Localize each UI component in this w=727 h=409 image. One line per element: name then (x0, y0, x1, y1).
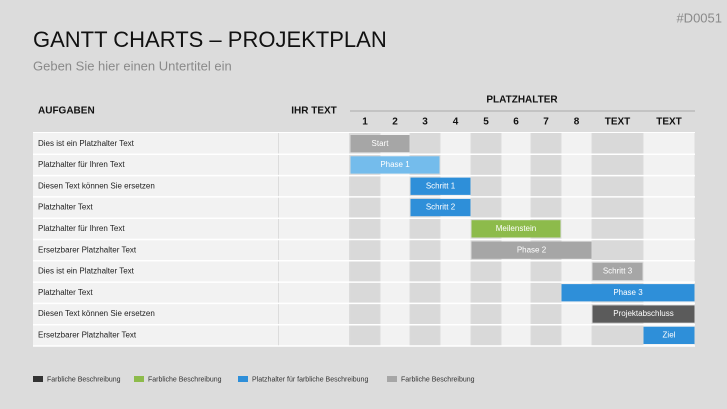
legend-swatch (238, 376, 248, 382)
task-name: Platzhalter Text (38, 203, 93, 212)
title: GANTT CHARTS – PROJEKTPLAN (33, 27, 387, 52)
task-name: Platzhalter Text (38, 288, 93, 297)
column-label: 7 (543, 117, 549, 128)
task-name: Ersetzbarer Platzhalter Text (38, 245, 137, 254)
column-label: 8 (574, 117, 580, 128)
task-bar-label: Phase 1 (380, 160, 410, 169)
task-bar (410, 177, 471, 195)
task-bar-label: Meilenstein (496, 224, 536, 233)
legend-label: Farbliche Beschreibung (401, 376, 475, 383)
task-bar-label: Schritt 2 (426, 203, 456, 212)
task-bar-label: Schritt 1 (426, 181, 456, 190)
task-bar (471, 220, 561, 238)
column-label: 4 (453, 117, 459, 128)
text-header: IHR TEXT (291, 106, 337, 117)
task-bar-label: Projektabschluss (613, 309, 673, 318)
task-bar (643, 326, 695, 344)
task-bar (592, 262, 643, 281)
column-label: 5 (483, 117, 489, 128)
task-name: Ersetzbarer Platzhalter Text (38, 330, 137, 339)
task-name: Diesen Text können Sie ersetzen (38, 181, 155, 190)
legend-label: Farbliche Beschreibung (148, 376, 222, 383)
task-bar (561, 284, 695, 302)
column-label: 6 (513, 117, 519, 128)
legend-label: Platzhalter für farbliche Beschreibung (252, 376, 368, 383)
column-label: 2 (392, 117, 398, 128)
column-label: 3 (422, 117, 428, 128)
task-bar-label: Start (372, 139, 390, 148)
task-bar (592, 305, 695, 323)
task-bar (471, 241, 592, 259)
group-header: PLATZHALTER (486, 95, 558, 106)
task-bar-label: Ziel (663, 330, 676, 339)
column-label: 1 (362, 117, 368, 128)
task-bar (350, 156, 440, 174)
legend-swatch (33, 376, 43, 382)
legend-swatch (134, 376, 144, 382)
task-bar-label: Schritt 3 (603, 267, 633, 276)
legend-label: Farbliche Beschreibung (47, 376, 121, 383)
column-label: TEXT (605, 117, 631, 128)
task-name: Platzhalter für Ihren Text (38, 160, 125, 169)
task-bar (410, 198, 471, 217)
task-name: Diesen Text können Sie ersetzen (38, 309, 155, 318)
task-name: Dies ist ein Platzhalter Text (38, 267, 135, 276)
task-header: AUFGABEN (38, 106, 95, 117)
task-name: Dies ist ein Platzhalter Text (38, 139, 135, 148)
column-label: TEXT (656, 117, 682, 128)
task-name: Platzhalter für Ihren Text (38, 224, 125, 233)
task-bar (350, 135, 410, 153)
subtitle: Geben Sie hier einen Untertitel ein (33, 58, 232, 73)
task-bar-label: Phase 2 (517, 245, 547, 254)
task-bar-label: Phase 3 (613, 288, 643, 297)
slide-code: #D0051 (676, 10, 722, 25)
legend-swatch (387, 376, 397, 382)
